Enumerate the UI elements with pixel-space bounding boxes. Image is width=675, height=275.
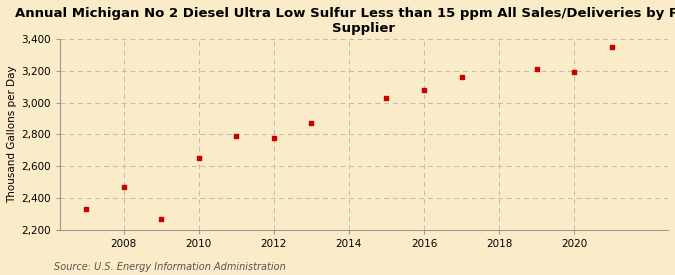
Point — [118, 185, 129, 189]
Point — [418, 88, 429, 92]
Title: Annual Michigan No 2 Diesel Ultra Low Sulfur Less than 15 ppm All Sales/Deliveri: Annual Michigan No 2 Diesel Ultra Low Su… — [15, 7, 675, 35]
Point — [606, 45, 617, 49]
Point — [80, 207, 91, 211]
Text: Source: U.S. Energy Information Administration: Source: U.S. Energy Information Administ… — [54, 262, 286, 272]
Point — [381, 95, 392, 100]
Point — [569, 70, 580, 75]
Point — [456, 75, 467, 79]
Point — [269, 136, 279, 141]
Y-axis label: Thousand Gallons per Day: Thousand Gallons per Day — [7, 65, 17, 203]
Point — [231, 134, 242, 138]
Point — [531, 67, 542, 71]
Point — [156, 216, 167, 221]
Point — [193, 156, 204, 160]
Point — [306, 121, 317, 125]
